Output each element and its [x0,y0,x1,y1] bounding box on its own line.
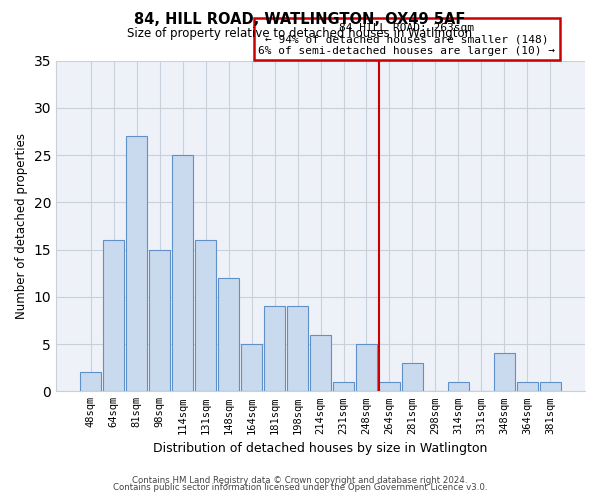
Bar [379,382,400,392]
Bar [402,363,423,392]
Bar [103,240,124,392]
X-axis label: Distribution of detached houses by size in Watlington: Distribution of detached houses by size … [154,442,488,455]
Bar [241,344,262,392]
Bar [356,344,377,392]
Bar [126,136,147,392]
Bar [287,306,308,392]
Bar [494,354,515,392]
Text: Size of property relative to detached houses in Watlington: Size of property relative to detached ho… [127,28,473,40]
Text: Contains public sector information licensed under the Open Government Licence v3: Contains public sector information licen… [113,484,487,492]
Bar [264,306,285,392]
Bar [80,372,101,392]
Bar [540,382,561,392]
Bar [517,382,538,392]
Bar [195,240,216,392]
Text: Contains HM Land Registry data © Crown copyright and database right 2024.: Contains HM Land Registry data © Crown c… [132,476,468,485]
Text: 84 HILL ROAD: 263sqm
← 94% of detached houses are smaller (148)
6% of semi-detac: 84 HILL ROAD: 263sqm ← 94% of detached h… [258,22,555,56]
Y-axis label: Number of detached properties: Number of detached properties [15,133,28,319]
Bar [448,382,469,392]
Bar [218,278,239,392]
Text: 84, HILL ROAD, WATLINGTON, OX49 5AF: 84, HILL ROAD, WATLINGTON, OX49 5AF [134,12,466,28]
Bar [149,250,170,392]
Bar [310,334,331,392]
Bar [172,155,193,392]
Bar [333,382,354,392]
